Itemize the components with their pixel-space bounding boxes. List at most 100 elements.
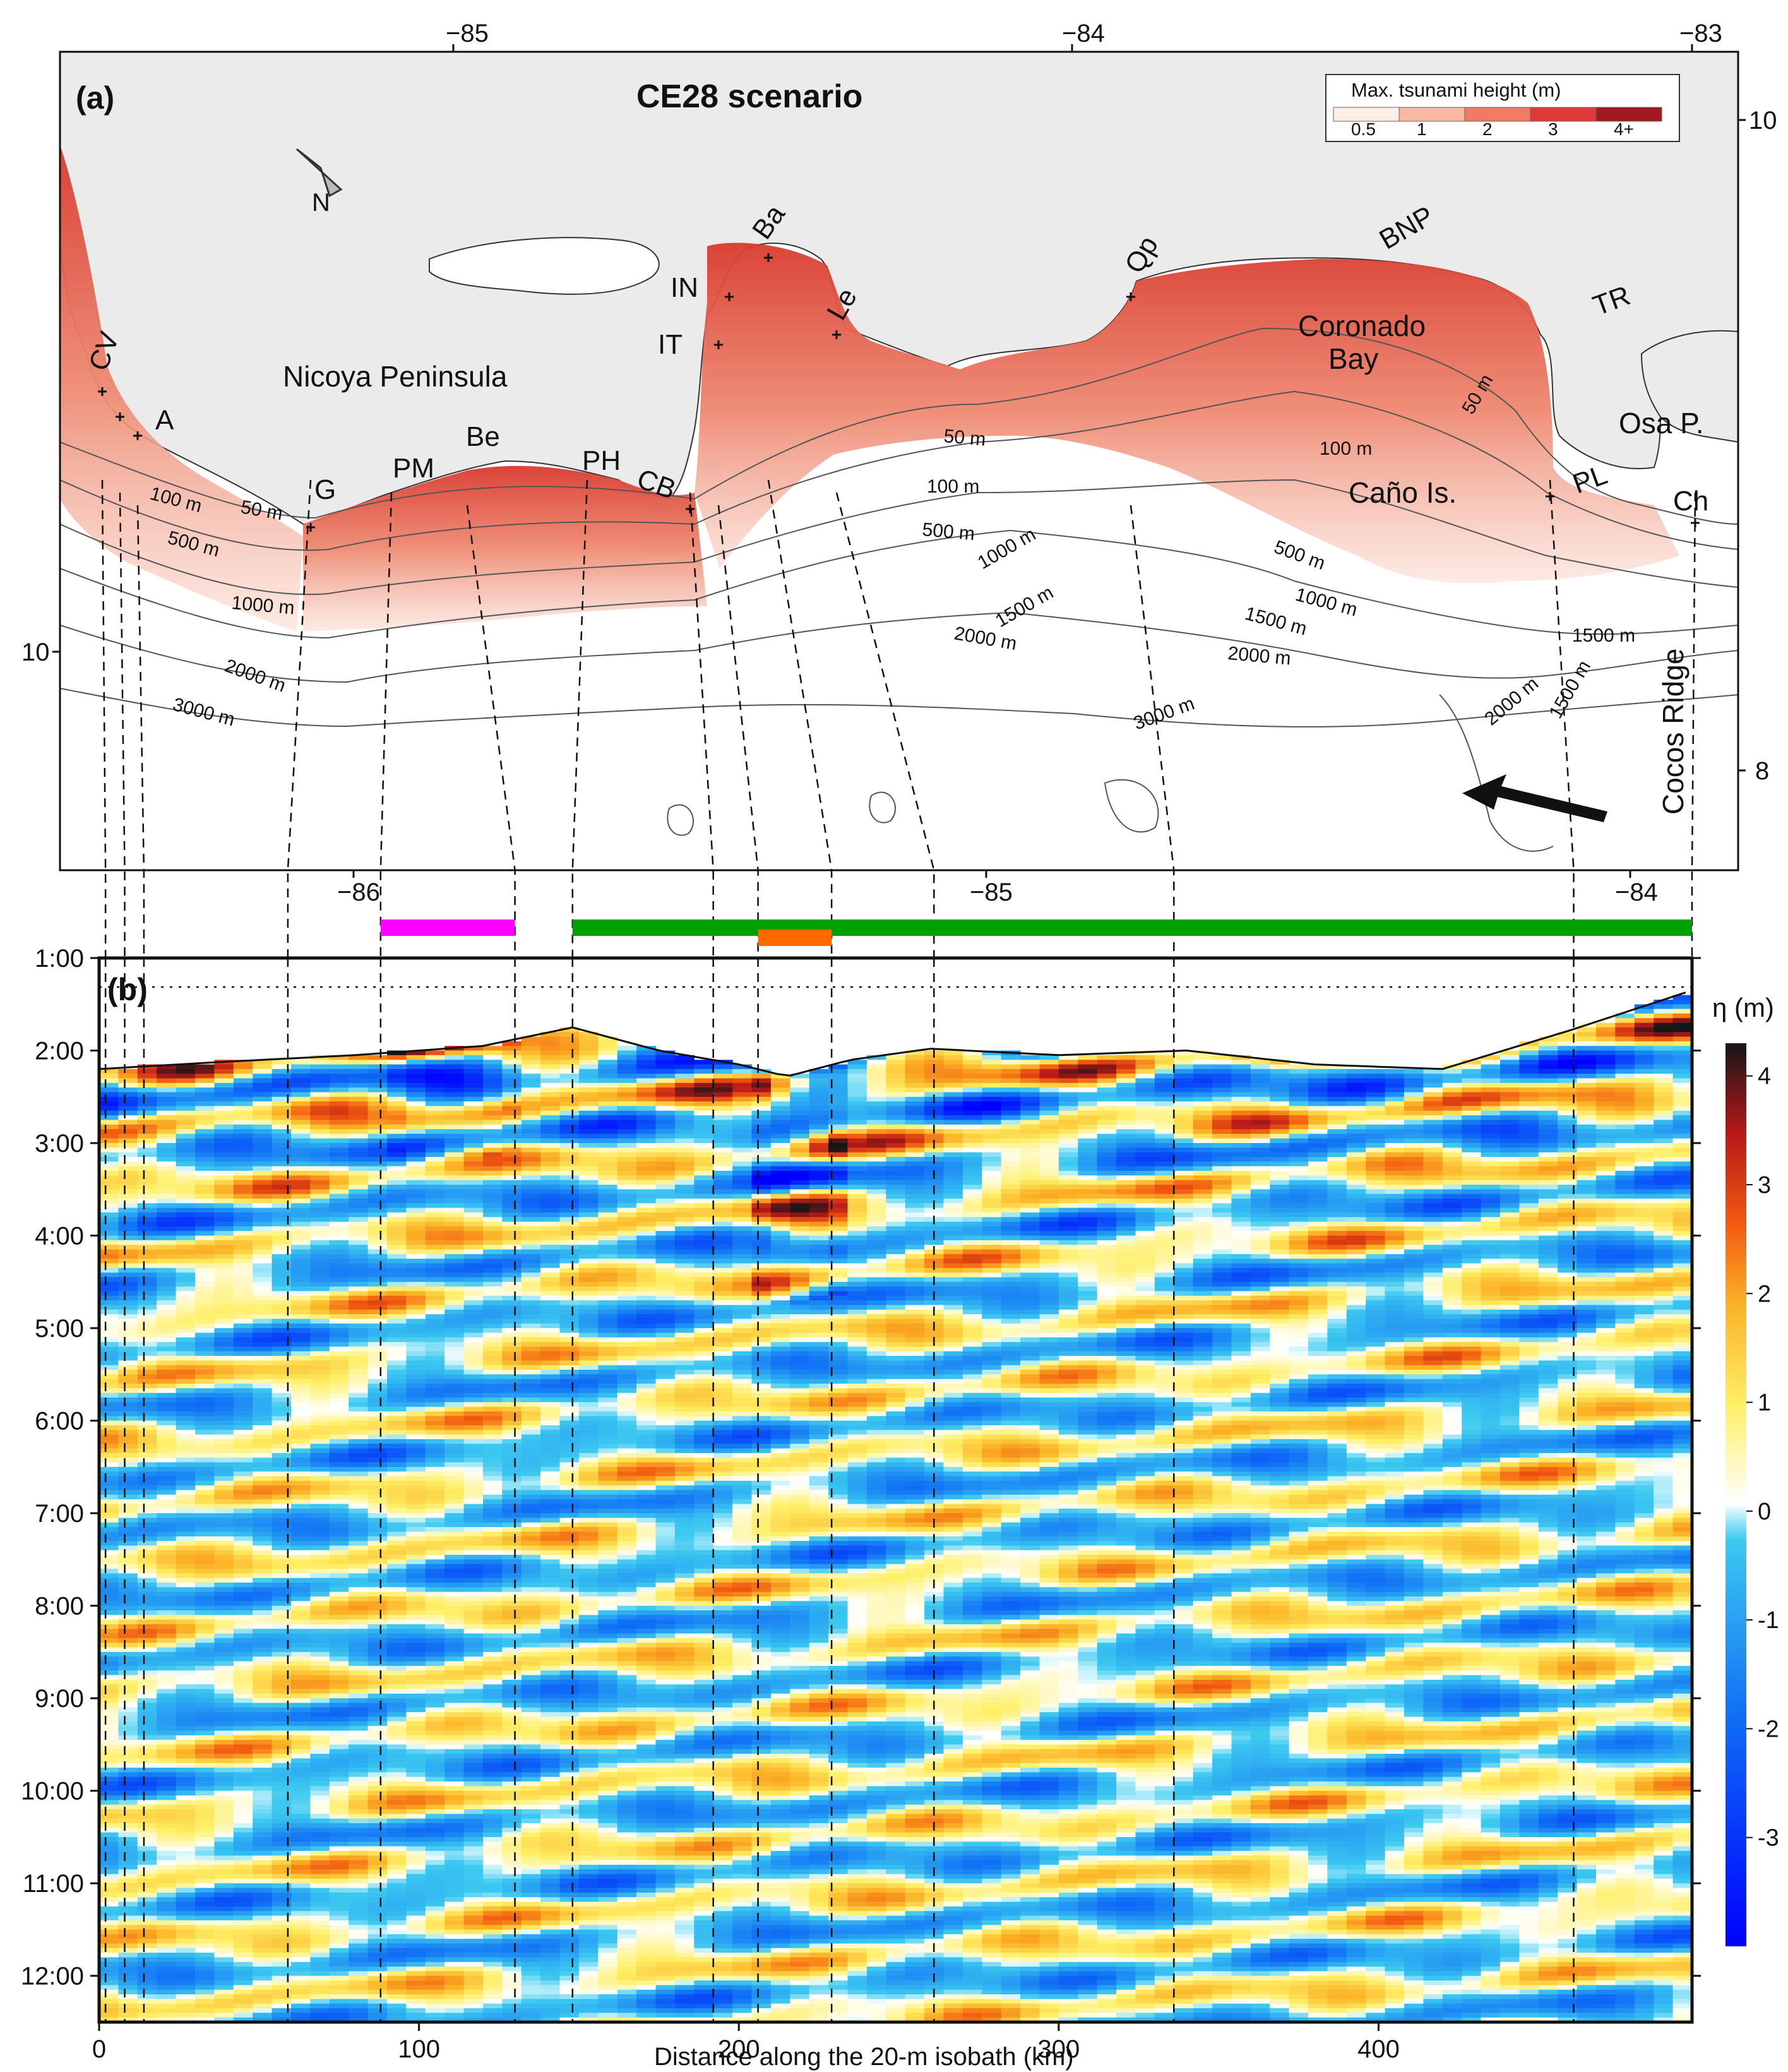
heatmap-cell [521, 1323, 541, 1329]
heatmap-cell [349, 1638, 369, 1643]
heatmap-cell [214, 1864, 234, 1870]
heatmap-cell [195, 1768, 215, 1773]
heatmap-cell [195, 1087, 215, 1093]
heatmap-cell [310, 1989, 330, 1995]
heatmap-cell [349, 1953, 369, 1958]
heatmap-cell [349, 1911, 369, 1917]
heatmap-cell [521, 1768, 541, 1773]
heatmap-cell [463, 1194, 484, 1199]
heatmap-cell [425, 1060, 445, 1065]
heatmap-cell [387, 1291, 407, 1296]
heatmap-cell [387, 1754, 407, 1759]
heatmap-cell [387, 1106, 407, 1111]
heatmap-cell [349, 1309, 369, 1315]
heatmap-cell [425, 1286, 445, 1292]
heatmap-cell [157, 1744, 177, 1750]
heatmap-cell [463, 1212, 484, 1218]
heatmap-cell [310, 1082, 330, 1088]
heatmap-cell [214, 1346, 234, 1352]
region-label-coronado: Coronado [1298, 309, 1426, 342]
heatmap-cell [406, 1730, 426, 1736]
heatmap-cell [329, 1670, 349, 1676]
heatmap-cell [349, 1971, 369, 1977]
heatmap-cell [483, 1379, 503, 1384]
heatmap-cell [463, 1591, 484, 1597]
heatmap-cell [387, 1768, 407, 1773]
heatmap-cell [444, 1703, 465, 1708]
heatmap-cell [367, 1235, 388, 1241]
heatmap-cell [521, 1569, 541, 1574]
heatmap-cell [367, 1943, 388, 1949]
heatmap-cell [233, 1064, 253, 1070]
heatmap-cell [425, 1273, 445, 1278]
heatmap-cell [118, 1906, 138, 1912]
heatmap-cell [291, 1583, 311, 1588]
heatmap-cell [157, 1735, 177, 1740]
heatmap-cell [444, 1235, 465, 1241]
heatmap-cell [387, 1948, 407, 1953]
heatmap-cell [387, 1601, 407, 1607]
heatmap-cell [176, 1430, 196, 1435]
heatmap-cell [176, 1074, 196, 1079]
heatmap-cell [118, 1994, 138, 1999]
heatmap-cell [463, 1670, 484, 1676]
heatmap-cell [540, 1120, 561, 1125]
heatmap-cell [214, 1249, 234, 1255]
heatmap-cell [137, 1846, 157, 1852]
heatmap-cell [521, 1957, 541, 1963]
heatmap-cell [540, 1323, 561, 1329]
heatmap-cell [349, 1110, 369, 1116]
heatmap-cell [329, 1744, 349, 1750]
heatmap-cell [137, 1360, 157, 1366]
heatmap-cell [387, 1388, 407, 1394]
heatmap-cell [310, 1152, 330, 1158]
heatmap-cell [214, 1277, 234, 1283]
heatmap-cell [367, 1591, 388, 1597]
heatmap-cell [521, 1291, 541, 1296]
heatmap-cell [502, 1194, 522, 1199]
heatmap-cell [99, 1476, 119, 1482]
heatmap-cell [195, 1430, 215, 1435]
heatmap-cell [367, 1504, 388, 1509]
heatmap-cell [329, 1240, 349, 1245]
heatmap-cell [521, 1351, 541, 1356]
heatmap-cell [271, 1772, 292, 1778]
heatmap-cell [195, 1323, 215, 1329]
heatmap-cell [99, 1328, 119, 1333]
heatmap-cell [291, 1180, 311, 1185]
heatmap-cell [387, 1342, 407, 1347]
heatmap-cell [157, 1157, 177, 1162]
heatmap-cell [214, 1138, 234, 1144]
heatmap-cell [349, 2003, 369, 2009]
heatmap-cell [233, 1444, 253, 1449]
heatmap-cell [521, 1185, 541, 1190]
heatmap-cell [329, 1864, 349, 1870]
heatmap-cell [195, 1939, 215, 1944]
heatmap-cell [387, 1277, 407, 1283]
heatmap-cell [444, 1726, 465, 1731]
heatmap-cell [425, 1596, 445, 1602]
heatmap-cell [137, 1758, 157, 1764]
heatmap-cell [310, 1670, 330, 1676]
heatmap-cell [118, 1490, 138, 1495]
heatmap-cell [367, 1115, 388, 1120]
heatmap-cell [329, 1679, 349, 1685]
heatmap-cell [214, 1360, 234, 1366]
heatmap-cell [214, 1559, 234, 1565]
heatmap-cell [502, 1050, 522, 1056]
heatmap-cell [176, 1707, 196, 1713]
heatmap-cell [483, 1541, 503, 1546]
heatmap-cell [483, 1143, 503, 1148]
heatmap-cell [540, 1185, 561, 1190]
heatmap-cell [195, 1518, 215, 1523]
heatmap-cell [195, 1379, 215, 1384]
heatmap-cell [99, 1818, 119, 1824]
heatmap-cell [483, 1309, 503, 1315]
heatmap-cell [253, 1665, 273, 1671]
heatmap-cell [271, 1638, 292, 1643]
heatmap-cell [483, 1651, 503, 1657]
heatmap-cell [329, 1967, 349, 1972]
heatmap-cell [99, 1374, 119, 1380]
heatmap-cell [444, 1823, 465, 1828]
heatmap-cell [195, 1420, 215, 1426]
